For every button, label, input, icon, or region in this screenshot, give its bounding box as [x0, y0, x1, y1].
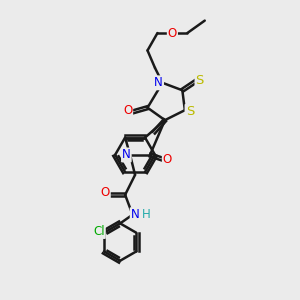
Text: H: H	[142, 208, 151, 221]
Text: O: O	[168, 26, 177, 40]
Text: Cl: Cl	[93, 225, 105, 238]
Text: O: O	[100, 186, 110, 199]
Text: N: N	[154, 76, 163, 89]
Text: O: O	[123, 104, 132, 117]
Text: O: O	[163, 154, 172, 166]
Text: S: S	[186, 105, 194, 118]
Text: N: N	[122, 148, 131, 161]
Text: S: S	[196, 74, 204, 87]
Text: N: N	[131, 208, 140, 221]
